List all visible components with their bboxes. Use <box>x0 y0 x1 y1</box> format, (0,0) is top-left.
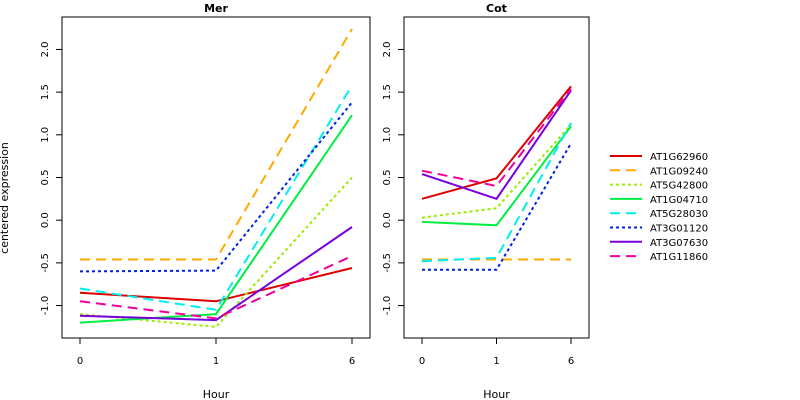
series-line-at3g07630 <box>79 226 353 322</box>
x-axis-label: Hour <box>483 388 510 400</box>
series-line-at1g04710 <box>421 125 572 227</box>
x-tick-label: 0 <box>419 356 425 367</box>
legend-item: AT5G42800 <box>610 181 708 192</box>
series-line-at3g01120 <box>79 101 353 273</box>
x-tick-label: 1 <box>493 356 499 367</box>
x-tick-label: 6 <box>349 356 355 367</box>
series-line-at1g11860 <box>79 255 353 320</box>
y-tick-label: 2.0 <box>382 41 393 57</box>
series-line-at5g28030 <box>421 122 572 263</box>
y-tick-label: -1.0 <box>382 296 393 316</box>
series-line-at1g09240 <box>80 28 353 261</box>
y-tick-label: 2.0 <box>40 41 51 57</box>
y-tick-label: -1.0 <box>40 296 51 316</box>
legend-item: AT1G62960 <box>610 152 708 163</box>
series-line-at1g62960 <box>79 267 353 303</box>
y-tick-label: 0.5 <box>40 170 51 186</box>
legend-item: AT3G01120 <box>610 224 708 235</box>
y-tick-label: 1.5 <box>382 84 393 100</box>
y-tick-label: 0.0 <box>382 212 393 228</box>
legend: AT1G62960 AT1G09240 AT5G42800 AT1G04710 AT5G… <box>610 152 708 263</box>
y-tick-label: 0.5 <box>382 170 393 186</box>
series-line-at1g04710 <box>79 114 353 324</box>
x-tick-label: 1 <box>213 356 219 367</box>
panel-mer: Mer -1.0 -0.5 0.0 0.5 1.0 1.5 2.0 0 1 6 Hour <box>40 2 371 400</box>
series-line-at3g01120 <box>422 142 572 271</box>
legend-label: AT3G07630 <box>650 238 708 249</box>
legend-label: AT5G28030 <box>650 209 708 220</box>
y-tick-label: 1.0 <box>40 127 51 143</box>
legend-label: AT1G09240 <box>650 166 708 177</box>
series-line-at1g62960 <box>421 85 572 200</box>
legend-item: AT1G09240 <box>610 166 708 177</box>
legend-label: AT1G62960 <box>650 152 708 163</box>
legend-item: AT1G11860 <box>610 252 708 263</box>
panel-title: Mer <box>204 2 228 15</box>
legend-item: AT5G28030 <box>610 209 708 220</box>
y-axis-label: centered expression <box>0 142 11 254</box>
legend-label: AT5G42800 <box>650 181 708 192</box>
plot-frame <box>61 16 371 339</box>
series-line-at5g42800 <box>79 176 353 328</box>
series-line-at3g07630 <box>421 89 572 200</box>
y-tick-label: -0.5 <box>382 253 393 273</box>
y-tick-label: -0.5 <box>40 253 51 273</box>
legend-label: AT1G04710 <box>650 195 708 206</box>
y-tick-label: 1.0 <box>382 127 393 143</box>
series-line-at5g42800 <box>421 123 572 219</box>
panel-cot: Cot -1.0 -0.5 0.0 0.5 1.0 1.5 2.0 0 1 6 Hour <box>382 2 590 400</box>
y-tick-label: 0.0 <box>40 212 51 228</box>
x-tick-label: 0 <box>77 356 83 367</box>
x-tick-label: 6 <box>568 356 574 367</box>
legend-item: AT1G04710 <box>610 195 708 206</box>
panels: Mer -1.0 -0.5 0.0 0.5 1.0 1.5 2.0 0 1 6 Hour Cot -1.0… <box>40 2 590 400</box>
y-tick-label: 1.5 <box>40 84 51 100</box>
panel-title: Cot <box>486 2 507 15</box>
series-line-at5g28030 <box>79 84 353 311</box>
x-axis-label: Hour <box>203 388 230 400</box>
legend-label: AT3G01120 <box>650 224 708 235</box>
series-line-at1g11860 <box>421 88 572 188</box>
legend-item: AT3G07630 <box>610 238 708 249</box>
legend-label: AT1G11860 <box>650 252 708 263</box>
